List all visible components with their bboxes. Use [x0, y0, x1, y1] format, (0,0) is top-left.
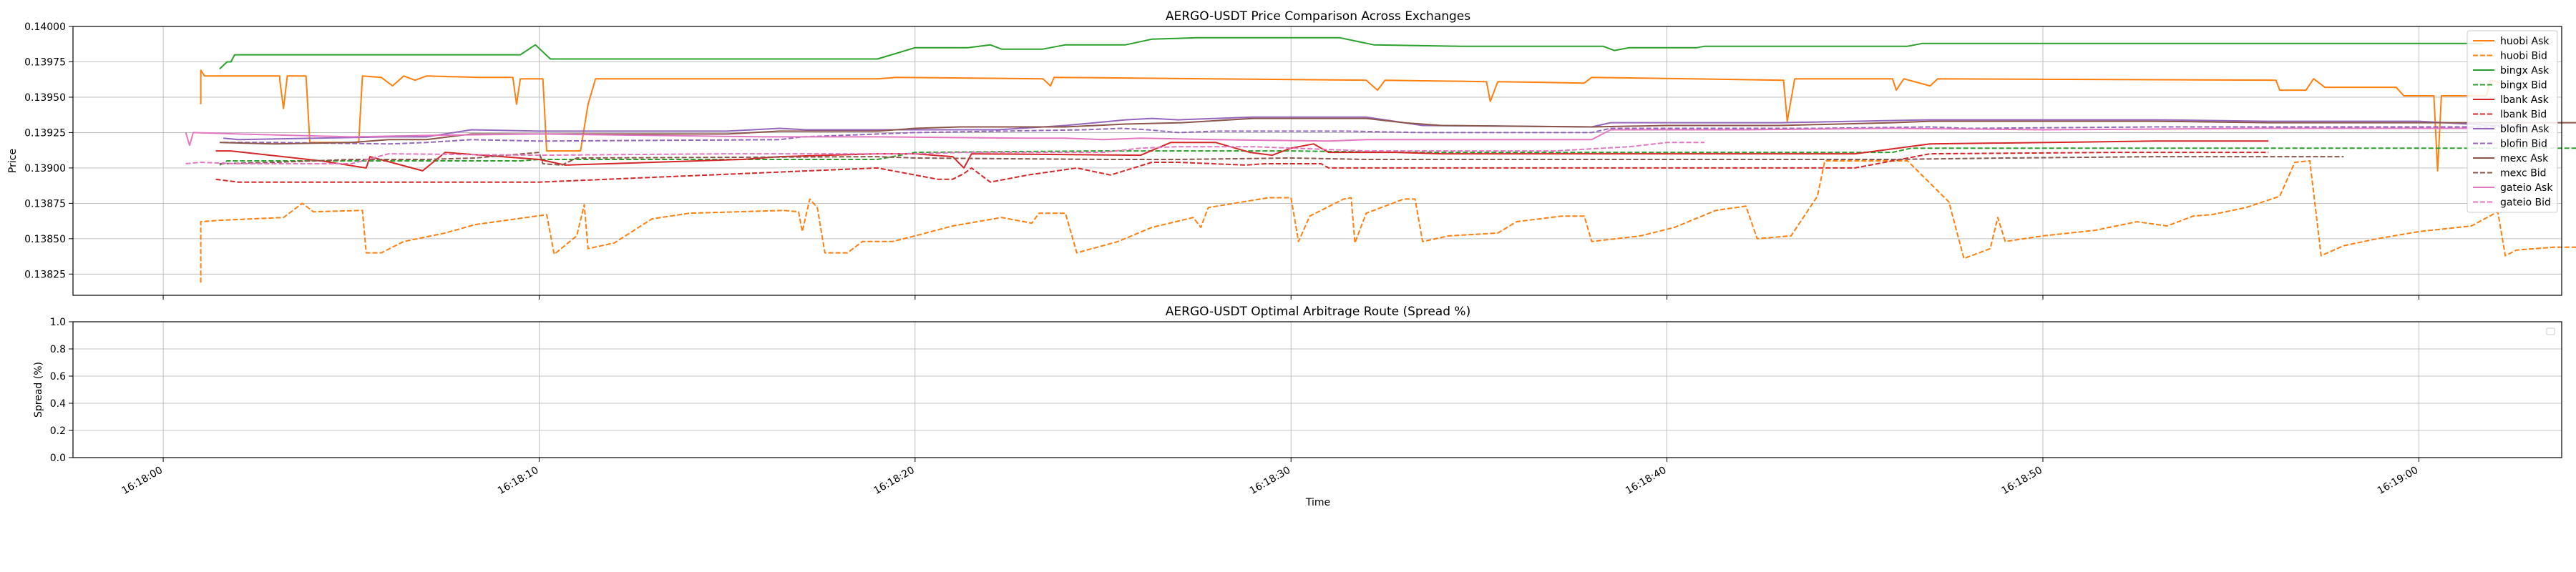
- series-line-lbank-ask: [215, 140, 2269, 172]
- top-chart-y-ticks: 0.13825 0.13850 0.13875 0.13900 0.13925 0.139…: [24, 21, 73, 280]
- legend-label-huobi-bid: huobi Bid: [2500, 51, 2547, 62]
- bottom-chart-title: AERGO-USDT Optimal Arbitrage Route (Spre…: [1166, 305, 1470, 319]
- top-y-tick-label: 0.13975: [24, 56, 66, 68]
- top-y-tick-label: 0.13850: [24, 234, 66, 245]
- top-chart-x-ticks: [162, 295, 2419, 300]
- top-y-tick-label: 0.13925: [24, 127, 66, 139]
- top-y-tick-label: 0.13950: [24, 92, 66, 104]
- legend-label-gateio-bid: gateio Bid: [2500, 197, 2551, 209]
- top-y-tick-label: 0.13900: [24, 163, 66, 174]
- series-line-mexc-bid: [219, 152, 2344, 166]
- legend-label-blofin-bid: blofin Bid: [2500, 139, 2547, 150]
- legend-label-mexc-ask: mexc Ask: [2500, 153, 2549, 164]
- top-chart-grid: [73, 26, 2562, 295]
- price-comparison-chart: AERGO-USDT Price Comparison Across Excha…: [7, 9, 2576, 300]
- legend-label-gateio-ask: gateio Ask: [2500, 182, 2553, 194]
- bottom-y-tick-label: 0.0: [50, 453, 66, 464]
- top-chart-y-label: Price: [7, 149, 19, 173]
- bottom-y-tick-label: 1.0: [50, 317, 66, 328]
- legend-label-blofin-ask: blofin Ask: [2500, 124, 2550, 135]
- legend-label-bingx-bid: bingx Bid: [2500, 80, 2547, 92]
- bottom-chart-frame: [72, 321, 2562, 458]
- legend-label-bingx-ask: bingx Ask: [2500, 65, 2550, 77]
- series-line-lbank-bid: [215, 152, 2269, 183]
- series-line-gateio-ask: [185, 127, 2494, 147]
- series-line-gateio-bid: [185, 142, 1705, 164]
- legend-label-mexc-bid: mexc Bid: [2500, 168, 2547, 179]
- bottom-chart-empty-legend: [2546, 327, 2555, 335]
- legend-label-huobi-ask: huobi Ask: [2500, 36, 2550, 47]
- series-line-bingx-ask: [219, 36, 2483, 70]
- series-line-blofin-bid: [223, 126, 2532, 145]
- top-y-tick-label: 0.13875: [24, 198, 66, 209]
- top-y-tick-label: 0.13825: [24, 269, 66, 280]
- bottom-chart-y-label: Spread (%): [33, 362, 44, 418]
- legend-label-lbank-bid: lbank Bid: [2500, 109, 2547, 121]
- bottom-y-tick-label: 0.8: [50, 344, 66, 355]
- legend-box: [2467, 30, 2558, 213]
- top-chart-legend: huobi Ask huobi Bid bingx Ask bingx Bid lban…: [2467, 30, 2558, 213]
- bottom-y-tick-label: 0.2: [50, 425, 66, 437]
- top-chart-title: AERGO-USDT Price Comparison Across Excha…: [1166, 9, 1470, 24]
- bottom-y-tick-label: 0.6: [50, 371, 66, 383]
- top-chart-frame: [72, 26, 2562, 296]
- bottom-chart-y-ticks: 0.0 0.2 0.4 0.6 0.8 1.0: [50, 317, 73, 464]
- bottom-chart-x-label: Time: [1305, 497, 1330, 508]
- series-line-blofin-ask: [223, 116, 2532, 141]
- series-line-huobi-bid: [200, 160, 2576, 283]
- bottom-y-tick-label: 0.4: [50, 398, 66, 410]
- legend-label-lbank-ask: lbank Ask: [2500, 94, 2550, 106]
- top-chart-series: [185, 36, 2576, 283]
- top-y-tick-label: 0.14000: [24, 21, 66, 33]
